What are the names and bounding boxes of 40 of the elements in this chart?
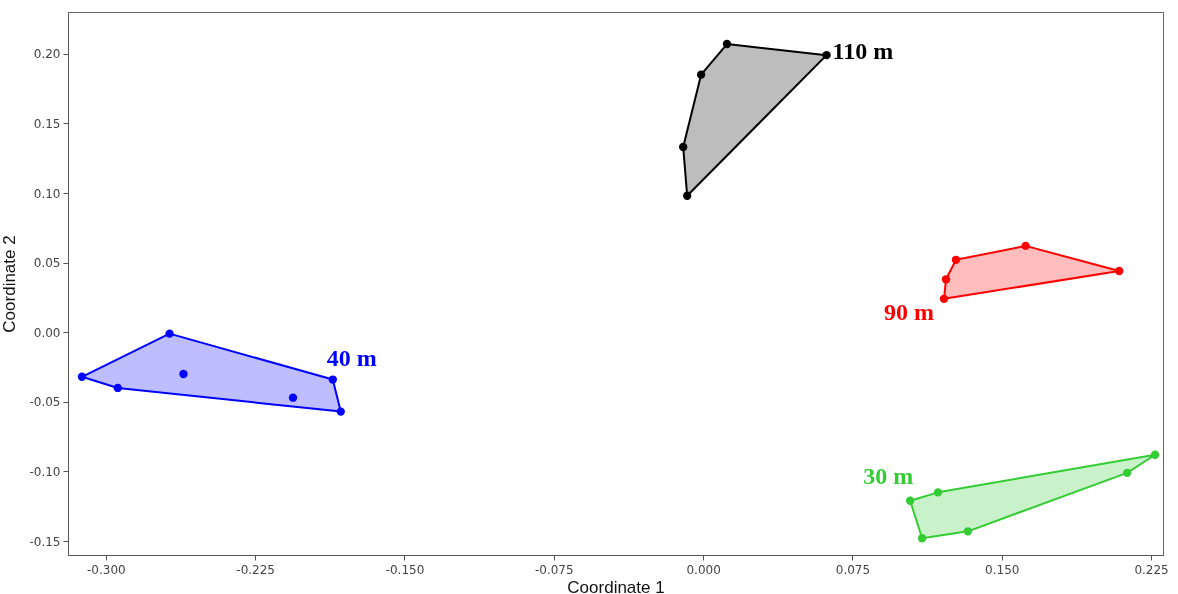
y-tick-label: 0.20 bbox=[33, 47, 61, 62]
point bbox=[696, 70, 706, 79]
x-tick-label: -0.225 bbox=[236, 562, 275, 577]
point bbox=[722, 39, 732, 49]
x-tick-label: 0.225 bbox=[1134, 562, 1169, 577]
series-label: 30 m bbox=[863, 462, 914, 489]
y-axis-title: Coordinate 2 bbox=[0, 235, 20, 333]
y-tick-label: -0.05 bbox=[29, 395, 61, 410]
point bbox=[113, 383, 122, 393]
point bbox=[179, 369, 188, 379]
point bbox=[336, 407, 345, 416]
point bbox=[1122, 468, 1132, 478]
y-tick-label: 0.15 bbox=[33, 116, 61, 131]
series-label: 110 m bbox=[832, 38, 894, 65]
x-tick-label: 0.150 bbox=[985, 562, 1020, 577]
point bbox=[77, 372, 87, 381]
x-tick-label: -0.150 bbox=[385, 562, 425, 577]
x-tick-label: 0.000 bbox=[686, 562, 721, 577]
point bbox=[963, 527, 973, 536]
y-tick-label: -0.10 bbox=[29, 464, 61, 479]
series-label: 40 m bbox=[326, 344, 377, 371]
point bbox=[682, 191, 692, 200]
y-tick-label: 0.10 bbox=[33, 186, 61, 201]
x-tick-label: 0.075 bbox=[835, 562, 871, 577]
y-tick-label: -0.15 bbox=[29, 534, 61, 549]
point bbox=[165, 329, 174, 338]
point bbox=[822, 50, 831, 60]
point bbox=[933, 488, 943, 497]
x-axis-title: Coordinate 1 bbox=[567, 577, 665, 594]
point bbox=[328, 375, 337, 384]
point bbox=[679, 142, 688, 152]
y-tick-label: 0.00 bbox=[33, 325, 61, 340]
y-tick-label: 0.05 bbox=[33, 256, 61, 271]
point bbox=[1150, 450, 1160, 459]
x-tick-label: -0.075 bbox=[534, 562, 574, 577]
series-label: 90 m bbox=[884, 298, 934, 325]
point bbox=[917, 534, 927, 543]
point bbox=[905, 496, 915, 505]
x-tick-label: -0.300 bbox=[86, 562, 126, 577]
point bbox=[288, 393, 298, 402]
